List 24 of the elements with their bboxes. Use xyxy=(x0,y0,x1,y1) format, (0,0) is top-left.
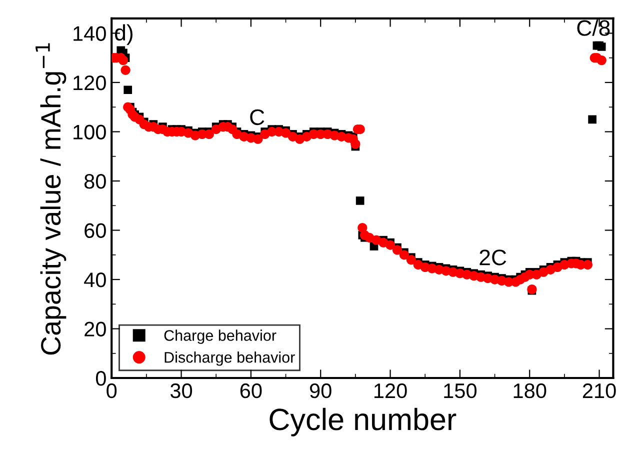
y-tick-label: 40 xyxy=(84,272,106,288)
x-tick-label: 210 xyxy=(582,383,616,398)
y-tick-label: 20 xyxy=(84,322,106,337)
legend-label: Discharge behavior xyxy=(164,352,295,366)
x-tick-label: 60 xyxy=(240,383,262,398)
y-tick-label: 0 xyxy=(96,371,106,386)
annotation: d) xyxy=(115,24,132,45)
annotation: C xyxy=(250,109,264,126)
annotation: 2C xyxy=(480,250,506,266)
y-axis-title: Capacity value / mAh.g$^{−1}$ xyxy=(36,43,66,355)
x-axis-title: Cycle number xyxy=(270,408,456,436)
y-tick-label: 120 xyxy=(74,75,106,90)
x-tick-label: 180 xyxy=(514,383,546,398)
x-tick-label: 90 xyxy=(310,383,332,398)
x-tick-label: 30 xyxy=(170,383,192,398)
legend-label: Charge behavior xyxy=(164,330,276,344)
x-tick-label: 0 xyxy=(106,383,117,398)
y-tick-label: 80 xyxy=(84,174,106,189)
x-tick-label: 150 xyxy=(444,383,477,398)
y-tick-label: 100 xyxy=(74,124,106,140)
y-tick-label: 60 xyxy=(84,223,106,238)
y-tick-label: 140 xyxy=(74,26,106,41)
annotation: C/8 xyxy=(577,20,610,36)
x-tick-label: 120 xyxy=(374,383,407,398)
